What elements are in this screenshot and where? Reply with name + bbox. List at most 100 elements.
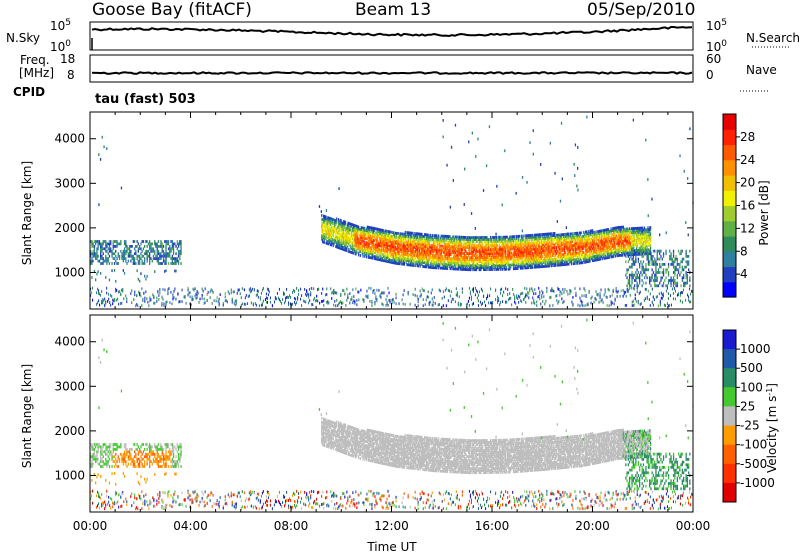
data-cell bbox=[397, 250, 399, 253]
data-cell bbox=[466, 258, 468, 261]
data-cell bbox=[577, 259, 579, 263]
data-cell bbox=[490, 262, 493, 265]
data-cell bbox=[451, 251, 453, 255]
data-cell bbox=[410, 247, 412, 251]
data-cell bbox=[414, 246, 416, 249]
data-cell bbox=[594, 258, 596, 262]
data-cell bbox=[366, 253, 368, 257]
data-cell bbox=[577, 239, 579, 243]
data-cell bbox=[327, 242, 329, 246]
data-cell bbox=[512, 253, 515, 257]
data-cell bbox=[517, 253, 519, 256]
data-cell bbox=[547, 262, 549, 266]
data-cell bbox=[339, 244, 341, 248]
data-cell bbox=[405, 247, 407, 250]
data-cell bbox=[608, 256, 610, 259]
data-cell bbox=[475, 268, 477, 272]
data-cell bbox=[465, 244, 467, 247]
data-cell bbox=[374, 233, 376, 237]
data-cell bbox=[483, 238, 485, 241]
data-cell bbox=[333, 230, 335, 234]
data-cell bbox=[475, 246, 477, 249]
data-cell bbox=[425, 261, 427, 265]
data-cell bbox=[446, 267, 449, 270]
data-cell bbox=[341, 223, 343, 227]
data-cell bbox=[550, 256, 552, 260]
data-cell bbox=[548, 262, 550, 266]
data-cell bbox=[336, 229, 338, 233]
data-cell bbox=[603, 233, 605, 236]
data-cell bbox=[424, 237, 426, 240]
data-cell bbox=[351, 237, 354, 241]
data-cell bbox=[103, 240, 106, 243]
data-cell bbox=[113, 257, 116, 260]
data-cell bbox=[544, 238, 546, 242]
data-cell bbox=[377, 250, 379, 253]
data-cell bbox=[619, 254, 621, 257]
data-cell bbox=[337, 226, 340, 229]
data-cell bbox=[556, 237, 558, 241]
data-cell bbox=[596, 236, 598, 240]
data-cell bbox=[554, 234, 556, 237]
data-cell bbox=[454, 255, 456, 259]
data-cell bbox=[513, 263, 515, 267]
data-cell bbox=[402, 260, 405, 264]
data-cell bbox=[624, 253, 626, 257]
data-cell bbox=[414, 236, 416, 239]
data-cell bbox=[366, 225, 369, 229]
data-cell bbox=[417, 240, 419, 244]
data-cell bbox=[344, 248, 346, 252]
data-cell bbox=[360, 228, 362, 231]
data-cell bbox=[105, 245, 107, 248]
data-cell bbox=[432, 264, 434, 267]
data-cell bbox=[405, 259, 407, 262]
data-cell bbox=[510, 245, 512, 249]
data-cell bbox=[321, 220, 323, 223]
data-cell bbox=[629, 245, 631, 249]
data-cell bbox=[618, 248, 620, 251]
data-cell bbox=[560, 253, 562, 257]
data-cell bbox=[385, 253, 387, 257]
data-cell bbox=[483, 256, 485, 259]
data-cell bbox=[490, 244, 492, 247]
data-cell bbox=[107, 259, 109, 263]
data-cell bbox=[105, 254, 107, 258]
data-cell bbox=[615, 252, 617, 256]
data-cell bbox=[342, 241, 344, 245]
data-cell bbox=[382, 243, 384, 246]
data-cell bbox=[617, 230, 619, 233]
data-cell bbox=[110, 249, 112, 253]
data-cell bbox=[551, 238, 553, 242]
data-cell bbox=[516, 257, 518, 260]
data-cell bbox=[461, 267, 463, 271]
data-cell bbox=[424, 261, 427, 265]
data-cell bbox=[606, 238, 608, 242]
data-cell bbox=[517, 235, 519, 238]
data-cell bbox=[446, 245, 448, 248]
data-cell bbox=[465, 256, 467, 259]
data-cell bbox=[538, 263, 540, 267]
data-cell bbox=[554, 258, 556, 261]
data-cell bbox=[376, 245, 378, 249]
data-cell bbox=[408, 245, 410, 249]
data-cell bbox=[382, 239, 384, 242]
data-cell bbox=[617, 244, 619, 247]
data-cell bbox=[342, 231, 344, 235]
data-cell bbox=[359, 236, 361, 239]
data-cell bbox=[356, 229, 358, 232]
data-cell bbox=[475, 264, 478, 268]
data-cell bbox=[399, 262, 401, 266]
data-cell bbox=[516, 253, 518, 256]
data-cell bbox=[427, 253, 429, 257]
data-cell bbox=[538, 253, 540, 257]
data-cell bbox=[497, 251, 500, 255]
data-cell bbox=[413, 234, 415, 237]
data-cell bbox=[565, 257, 567, 260]
data-cell bbox=[344, 234, 347, 238]
data-cell bbox=[468, 238, 471, 241]
data-cell bbox=[538, 247, 540, 251]
data-cell bbox=[601, 245, 603, 249]
data-cell bbox=[593, 250, 595, 254]
data-cell bbox=[373, 245, 375, 248]
data-cell bbox=[483, 238, 485, 241]
